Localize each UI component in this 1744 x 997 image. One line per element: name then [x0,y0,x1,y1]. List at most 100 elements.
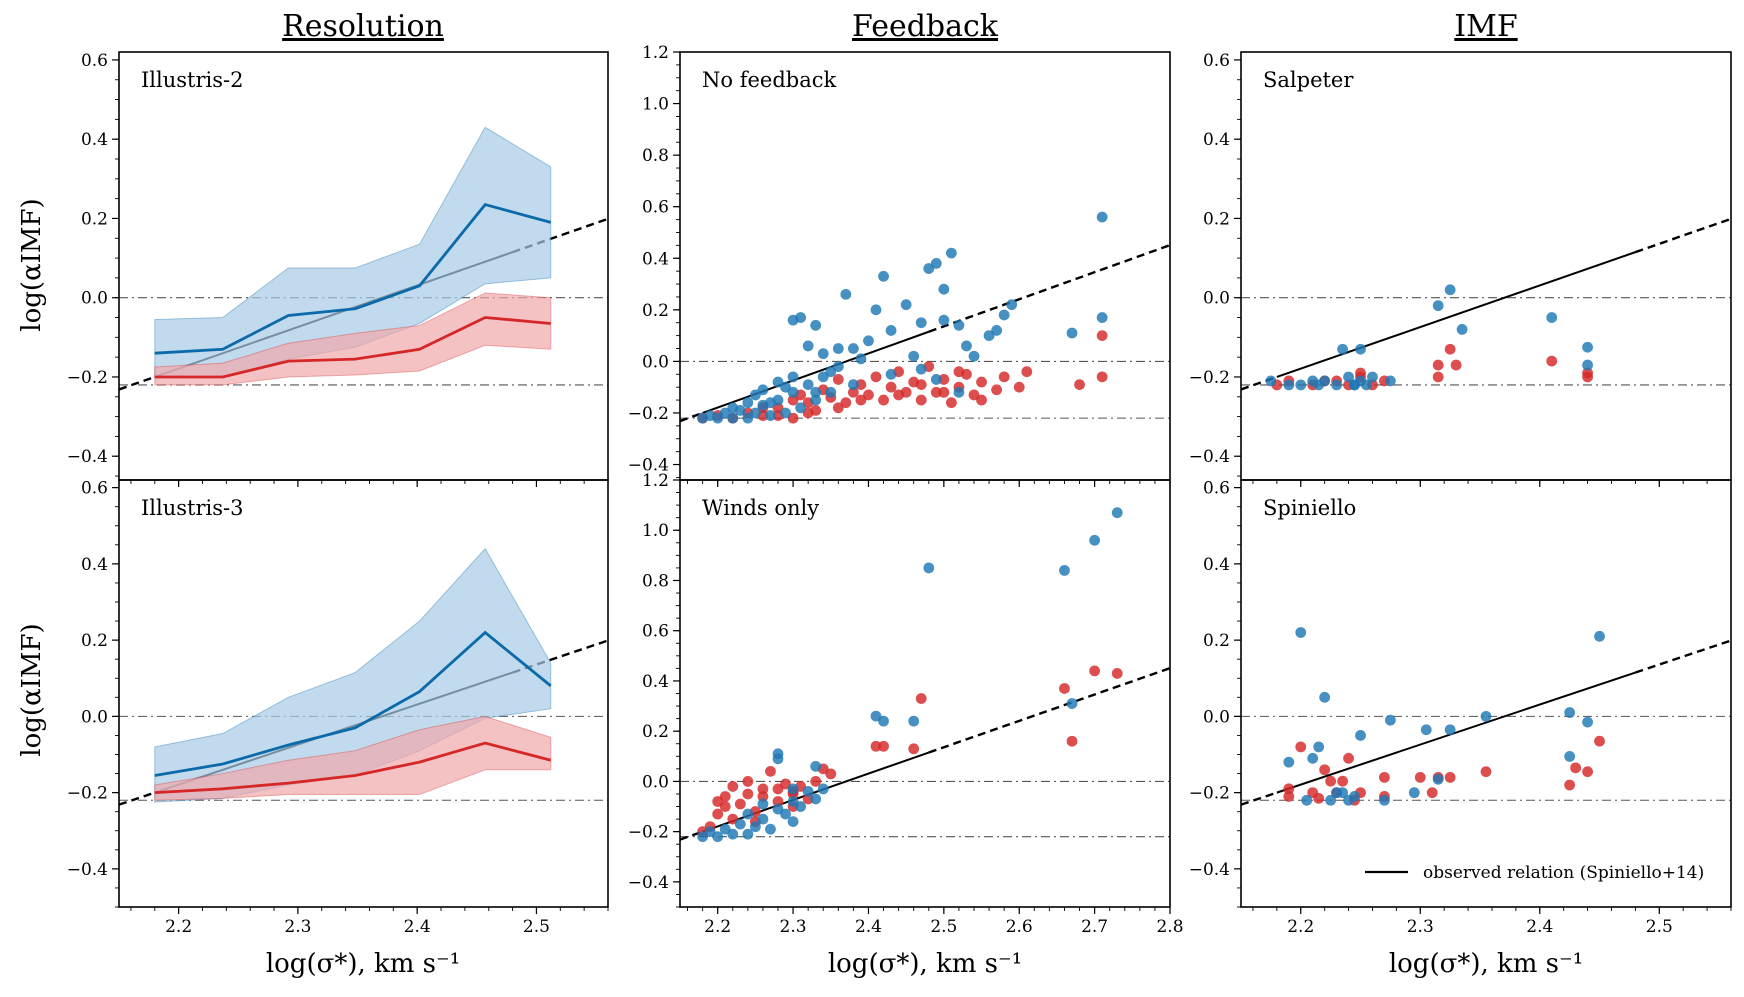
point-blue-6 [742,412,754,424]
point-blue-42 [945,247,957,259]
panel-label-fb_top: No feedback [702,68,836,92]
frame-imf_top [1240,51,1732,481]
plot-area-fb_bot [680,507,1170,843]
point-blue-22 [1331,787,1343,799]
column-title-feedback: Feedback [852,9,999,44]
point-blue-9 [765,410,776,421]
point-blue-10 [1355,730,1366,741]
x-tick-label-2: 2.4 [1526,917,1553,937]
y-tick-label-4: 0.4 [1203,130,1230,150]
point-red-18 [870,371,882,383]
point-red-15 [1582,371,1593,383]
point-red-13 [1546,355,1558,367]
point-red-25 [908,743,920,755]
point-blue-14 [1384,375,1396,387]
point-red-10 [810,404,822,416]
point-red-31 [712,796,724,807]
observed-relation-solid [1276,251,1636,378]
point-blue-21 [787,371,799,383]
observed-relation-solid [702,751,930,833]
point-blue-14 [1420,724,1432,736]
point-red-32 [976,376,987,388]
panel-imf_top: −0.4 −0.2 0.0 0.2 0.4 0.6 Salpeter [1189,51,1732,487]
y-tick-label-4: 0.4 [81,555,108,575]
y-tick-label-6: 0.8 [642,146,669,166]
y-tick-label-0: −0.4 [1189,447,1230,467]
point-red-9 [1432,359,1444,371]
y-tick-label-0: −0.4 [628,456,669,476]
point-red-11 [1444,343,1456,355]
point-blue-18 [742,397,754,409]
point-blue-13 [1408,787,1420,799]
point-blue-23 [795,312,807,323]
point-red-13 [765,765,776,777]
point-blue-41 [938,314,950,326]
point-blue-34 [885,325,897,336]
point-blue-55 [885,368,897,380]
point-blue-2 [712,412,724,424]
point-blue-25 [810,319,822,331]
y-tick-label-2: 0.0 [81,707,108,727]
series-line-red [154,316,551,379]
observed-relation-dashed-left [1241,791,1278,806]
point-blue-9 [1349,791,1360,802]
point-blue-52 [1096,211,1108,223]
point-blue-11 [1384,714,1396,726]
observed-relation-solid [1276,671,1636,794]
point-blue-3 [719,407,731,419]
point-blue-4 [1313,741,1325,753]
plot-area-imf_top [1241,217,1731,391]
point-red-17 [863,389,874,401]
point-blue-11 [780,808,791,820]
y-tick-label-4: 0.4 [642,249,669,269]
point-blue-28 [1111,507,1123,519]
point-red-2 [712,808,724,820]
frame-imf_bot [1240,479,1732,908]
x-tick-label-1: 2.3 [284,917,311,937]
point-blue-7 [1337,343,1348,355]
point-blue-2 [1295,379,1307,391]
point-blue-9 [765,823,776,835]
point-red-15 [847,386,859,398]
point-red-19 [878,394,889,406]
point-blue-19 [1564,751,1576,762]
point-blue-20 [1582,716,1593,728]
point-red-19 [802,793,814,805]
point-red-7 [787,394,799,406]
y-axis-label-bottom: log(αIMF) [17,623,47,756]
point-red-27 [938,374,950,385]
point-blue-25 [1059,565,1070,576]
point-blue-5 [1319,375,1331,387]
y-tick-label-6: 0.8 [642,571,669,591]
point-blue-53 [832,361,844,372]
point-red-49 [976,394,987,406]
point-blue-27 [832,343,844,354]
point-red-7 [734,798,746,810]
x-tick-label-2: 2.4 [404,917,431,937]
point-red-21 [1594,735,1605,747]
point-blue-60 [749,389,761,401]
plot-area-imf_bot [1241,627,1731,806]
y-tick-label-3: 0.2 [642,722,669,742]
band-red [154,292,552,386]
y-tick-label-2: 0.0 [1203,707,1230,727]
y-tick-label-1: −0.2 [1189,368,1230,388]
x-tick-label-4: 2.6 [1006,917,1033,937]
y-tick-label-7: 1.0 [642,521,669,541]
point-blue-12 [787,816,799,827]
point-blue-15 [1432,300,1444,312]
point-blue-50 [1066,327,1078,339]
point-red-11 [757,791,769,802]
point-blue-15 [810,394,822,406]
point-blue-24 [802,340,814,352]
point-blue-5 [734,818,746,830]
point-red-9 [742,776,754,787]
y-tick-label-3: 0.2 [81,209,108,229]
point-blue-15 [802,786,814,797]
point-blue-12 [787,386,799,398]
point-red-27 [1059,683,1070,694]
point-red-8 [742,788,754,800]
point-blue-12 [1361,379,1372,391]
point-blue-3 [1307,752,1319,764]
series-line-blue [154,202,552,355]
